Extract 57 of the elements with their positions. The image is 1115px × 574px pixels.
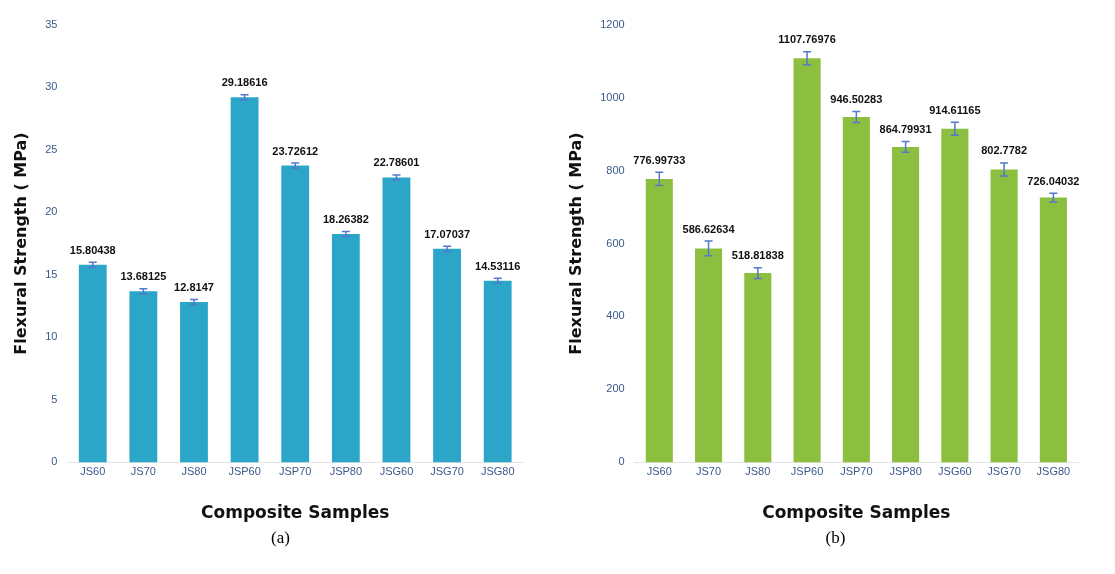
data-label: 864.79931 <box>879 122 932 135</box>
y-tick-label: 20 <box>45 205 58 218</box>
y-tick-label: 30 <box>45 80 58 93</box>
x-tick-label: JS60 <box>646 465 672 478</box>
data-label: 23.72612 <box>272 144 319 157</box>
y-tick-label: 0 <box>51 455 58 468</box>
data-label: 586.62634 <box>682 222 736 235</box>
x-tick-label: JSG80 <box>1036 465 1071 478</box>
x-tick-label: JSP70 <box>279 465 312 478</box>
x-tick-label: JSG70 <box>430 465 464 478</box>
y-tick-label: 35 <box>45 17 58 30</box>
y-axis-title: Flexural Strength ( MPa) <box>10 132 30 355</box>
y-tick-label: 25 <box>45 142 58 155</box>
y-tick-label: 1000 <box>600 90 625 103</box>
x-tick-label: JS70 <box>696 465 722 478</box>
x-tick-label: JS70 <box>130 465 156 478</box>
data-label: 12.8147 <box>174 281 214 294</box>
x-axis-title: Composite Samples <box>762 502 951 523</box>
x-axis-title: Composite Samples <box>201 502 390 523</box>
data-label: 518.81838 <box>731 249 784 262</box>
text: (a) <box>270 528 291 548</box>
x-tick-label: JS80 <box>745 465 771 478</box>
data-label: 22.78601 <box>373 156 420 169</box>
x-tick-label: JSP60 <box>228 465 261 478</box>
y-tick-label: 400 <box>606 309 625 322</box>
data-label: 946.50283 <box>830 93 883 106</box>
y-tick-label: 15 <box>45 267 58 280</box>
x-tick-label: JSG60 <box>379 465 414 478</box>
x-tick-label: JSP80 <box>329 465 363 478</box>
x-tick-label: JSG70 <box>987 465 1021 478</box>
x-tick-label: JSP60 <box>790 465 824 478</box>
data-label: 29.18616 <box>221 76 268 89</box>
x-tick-label: JSP80 <box>889 465 922 478</box>
data-label: 1107.76976 <box>778 33 836 46</box>
x-tick-label: JS60 <box>80 465 106 478</box>
y-axis-title: Flexural Strength ( MPa) <box>565 132 585 355</box>
data-label: 13.68125 <box>120 270 167 283</box>
text: (b) <box>824 528 847 548</box>
y-tick-label: 800 <box>606 163 625 176</box>
data-label: 15.80438 <box>69 243 116 256</box>
y-tick-label: 200 <box>606 382 625 395</box>
x-tick-label: JSP70 <box>840 465 873 478</box>
data-label: 914.61165 <box>929 103 981 116</box>
data-label: 14.53116 <box>475 259 521 272</box>
data-label: 18.26382 <box>322 212 369 225</box>
y-tick-label: 600 <box>606 236 625 249</box>
data-label: 726.04032 <box>1027 174 1080 187</box>
y-tick-label: 0 <box>618 455 625 468</box>
y-tick-label: 5 <box>51 392 58 405</box>
x-tick-label: JSG80 <box>480 465 515 478</box>
data-label: 17.07037 <box>424 227 471 240</box>
data-label: 802.7782 <box>981 144 1028 157</box>
x-tick-label: JSG60 <box>938 465 972 478</box>
y-tick-label: 1200 <box>600 17 625 30</box>
x-tick-label: JS80 <box>181 465 207 478</box>
y-tick-label: 10 <box>45 330 58 343</box>
data-label: 776.99733 <box>633 153 686 166</box>
